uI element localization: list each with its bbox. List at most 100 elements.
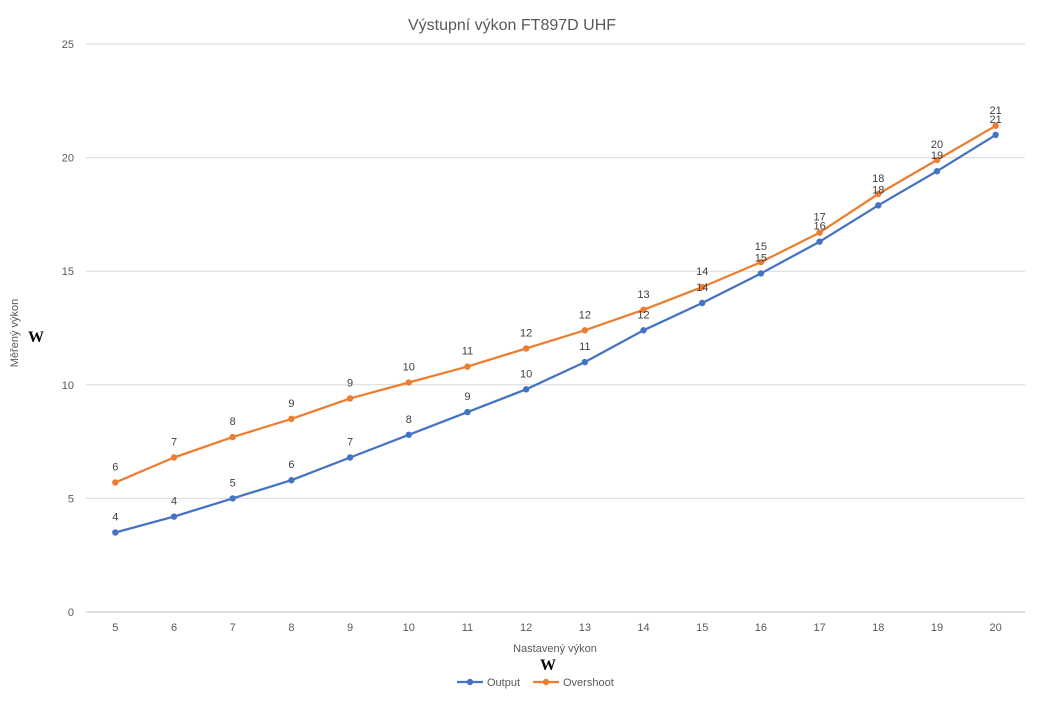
data-label-overshoot: 6 [112, 461, 118, 473]
y-tick-label: 10 [62, 380, 74, 392]
data-label-output: 7 [347, 437, 353, 449]
series-line-overshoot [114, 124, 997, 484]
x-tick-label: 18 [872, 622, 884, 634]
data-label-overshoot: 12 [579, 309, 591, 321]
chart-title: Výstupní výkon FT897D UHF [408, 17, 616, 34]
y-tick-label: 0 [68, 607, 74, 619]
data-point-overshoot [816, 229, 823, 236]
data-point-output [992, 131, 999, 139]
x-tick-label: 9 [347, 622, 353, 634]
data-point-overshoot [288, 415, 295, 423]
legend-label: Output [487, 677, 520, 689]
x-tick-label: 14 [637, 622, 649, 634]
data-point-overshoot [933, 156, 941, 164]
x-axis-unit: W [540, 657, 556, 674]
data-label-output: 8 [406, 414, 412, 426]
x-tick-label: 8 [288, 622, 294, 634]
data-point-overshoot [757, 258, 765, 266]
x-tick-label: 12 [520, 622, 532, 634]
data-point-output [933, 168, 941, 175]
data-point-output [699, 299, 706, 307]
data-label-output: 11 [579, 341, 590, 353]
series-group: 4 4 5 6 7 8 9 10 11 12 14 15 16 18 19 21 6 7 8 9 9 10 11 12 12 13… [112, 105, 1002, 536]
data-label-output: 6 [288, 459, 294, 471]
data-label-output: 21 [990, 114, 1002, 126]
x-tick-label: 15 [696, 622, 708, 634]
data-label-overshoot: 20 [931, 139, 943, 151]
data-point-overshoot [640, 306, 647, 314]
y-tick-label: 5 [68, 493, 74, 505]
y-tick-label: 20 [62, 153, 74, 165]
x-tick-label: 13 [579, 622, 591, 634]
data-point-output [112, 529, 119, 536]
data-point-overshoot [112, 479, 119, 486]
x-tick-label: 6 [171, 622, 177, 634]
data-label-output: 19 [931, 150, 943, 162]
data-label-output: 9 [464, 391, 470, 403]
data-point-overshoot [992, 122, 999, 129]
legend: Output Overshoot [457, 677, 614, 689]
data-point-overshoot [875, 190, 882, 198]
data-point-overshoot [170, 454, 178, 461]
x-tick-label: 17 [813, 622, 825, 634]
y-axis-title: Měřený výkon [9, 299, 21, 367]
data-point-output [464, 408, 471, 416]
legend-marker [542, 678, 550, 686]
data-label-output: 4 [112, 511, 118, 523]
data-label-overshoot: 17 [813, 212, 825, 224]
data-point-output [757, 270, 765, 277]
x-tick-label: 11 [462, 622, 473, 634]
data-point-output [581, 358, 589, 366]
y-tick-label: 25 [62, 39, 74, 51]
x-axis-title: Nastavený výkon [513, 643, 597, 655]
data-point-output [522, 386, 530, 393]
data-label-output: 15 [755, 252, 767, 264]
legend-marker [466, 678, 474, 686]
data-label-output: 4 [171, 496, 177, 508]
legend-label: Overshoot [563, 677, 614, 689]
data-label-output: 16 [813, 221, 825, 233]
data-label-overshoot: 8 [230, 416, 236, 428]
x-axis-ticks: 5 6 7 8 9 10 11 12 13 14 15 16 17 18 19 20 [112, 622, 1002, 634]
data-label-overshoot: 7 [171, 437, 177, 449]
data-label-overshoot: 14 [696, 266, 708, 278]
data-point-overshoot [581, 327, 589, 334]
data-point-output [405, 431, 412, 438]
data-point-output [875, 202, 882, 209]
data-point-overshoot [229, 433, 236, 441]
data-point-output [816, 238, 823, 245]
data-label-overshoot: 15 [755, 241, 767, 253]
series-line-output [115, 133, 997, 534]
data-label-overshoot: 10 [403, 362, 415, 374]
data-label-output: 12 [637, 309, 649, 321]
gridlines [86, 43, 1025, 613]
x-tick-label: 7 [230, 622, 236, 634]
data-label-output: 10 [520, 368, 532, 380]
data-point-overshoot [699, 283, 706, 291]
data-label-overshoot: 13 [637, 289, 649, 301]
data-point-overshoot [405, 379, 412, 386]
data-label-overshoot: 21 [990, 105, 1002, 117]
data-point-output [640, 327, 647, 334]
data-point-overshoot [464, 363, 471, 370]
x-tick-label: 20 [990, 622, 1002, 634]
x-tick-label: 16 [755, 622, 767, 634]
y-axis-ticks: 0 5 10 15 20 25 [62, 39, 74, 619]
data-label-overshoot: 9 [288, 398, 294, 410]
data-point-output [288, 477, 295, 484]
data-label-output: 5 [230, 477, 236, 489]
data-point-output [229, 495, 236, 502]
data-point-output [346, 454, 354, 461]
data-label-overshoot: 12 [520, 327, 532, 339]
data-point-output [170, 513, 178, 520]
data-label-overshoot: 9 [347, 377, 353, 389]
y-tick-label: 15 [62, 266, 74, 278]
data-label-overshoot: 11 [462, 346, 473, 358]
data-label-overshoot: 18 [872, 173, 884, 185]
data-label-output: 14 [696, 282, 708, 294]
data-point-overshoot [346, 395, 354, 402]
y-axis-unit: W [28, 329, 44, 346]
x-tick-label: 5 [112, 622, 118, 634]
